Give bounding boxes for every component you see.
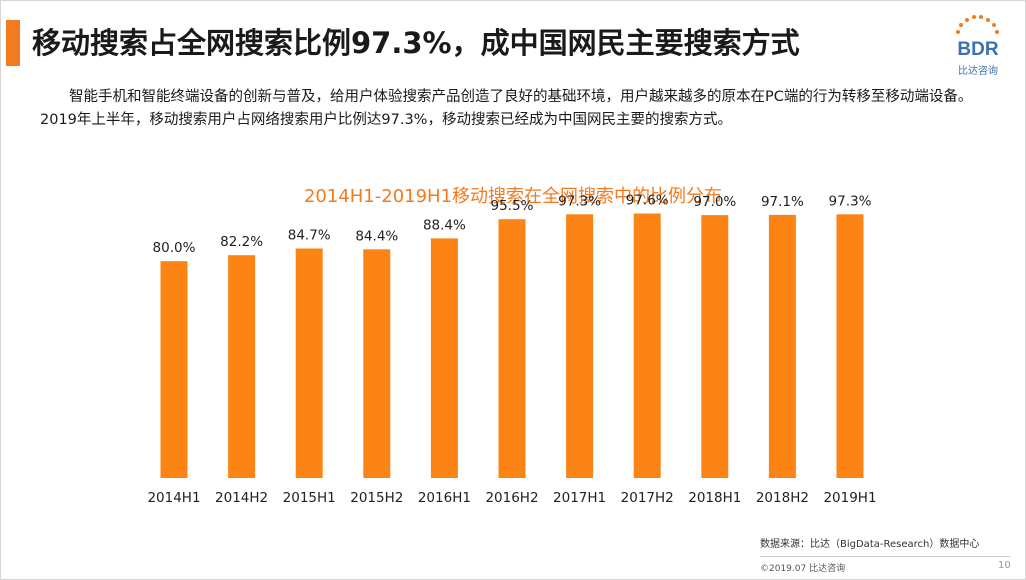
page-number: 10: [998, 560, 1011, 571]
bar-2016H1: [430, 238, 458, 478]
x-tick-label-2018H1: 2018H1: [688, 490, 741, 506]
bar-2015H2: [363, 249, 391, 478]
data-label-2017H2: 97.6%: [626, 193, 669, 209]
logo-wordmark: BDR: [957, 39, 998, 60]
x-tick-label-2016H1: 2016H1: [418, 490, 471, 506]
intro-paragraph: 智能手机和智能终端设备的创新与普及，给用户体验搜索产品创造了良好的基础环境，用户…: [40, 89, 973, 128]
x-tick-label-2015H2: 2015H2: [350, 490, 403, 506]
data-label-2016H2: 95.5%: [491, 198, 534, 214]
footer-copyright: ©2019.07 比达咨询: [760, 564, 846, 574]
data-label-2014H2: 82.2%: [220, 234, 263, 250]
data-label-2017H1: 97.3%: [558, 193, 601, 209]
bar-2015H1: [295, 248, 323, 478]
x-tick-label-2017H2: 2017H2: [621, 490, 674, 506]
data-label-2015H1: 84.7%: [288, 228, 331, 244]
title-accent-bar: [6, 20, 20, 66]
x-tick-label-2016H2: 2016H2: [485, 490, 538, 506]
x-tick-label-2015H1: 2015H1: [283, 490, 336, 506]
data-label-2018H2: 97.1%: [761, 194, 804, 210]
bar-2018H2: [768, 214, 796, 478]
bar-2014H1: [160, 261, 188, 478]
bar-2017H1: [566, 214, 594, 479]
bar-2016H2: [498, 219, 526, 478]
data-label-2014H1: 80.0%: [153, 240, 196, 256]
source-note: 数据来源：比达（BigData-Research）数据中心: [760, 539, 980, 550]
x-tick-label-2014H1: 2014H1: [147, 490, 200, 506]
data-label-2018H1: 97.0%: [693, 194, 736, 210]
bar-2014H2: [228, 255, 256, 478]
x-tick-label-2019H1: 2019H1: [823, 490, 876, 506]
x-tick-label-2014H2: 2014H2: [215, 490, 268, 506]
data-label-2016H1: 88.4%: [423, 217, 466, 233]
data-label-2015H2: 84.4%: [355, 228, 398, 244]
bdr-logo: BDR 比达咨询: [944, 12, 1012, 77]
x-tick-label-2018H2: 2018H2: [756, 490, 809, 506]
bar-2018H1: [701, 215, 729, 478]
bdr-logo-icon: BDR: [956, 15, 999, 60]
page-title: 移动搜索占全网搜索比例97.3%，成中国网民主要搜索方式: [32, 26, 800, 60]
footer-divider: [760, 556, 1010, 557]
bar-2017H2: [633, 213, 661, 478]
logo-caption: 比达咨询: [958, 66, 998, 77]
data-label-2019H1: 97.3%: [829, 193, 872, 209]
chart-title: 2014H1-2019H1移动搜索在全网搜索中的比例分布: [303, 186, 723, 207]
bar-2019H1: [836, 214, 864, 479]
x-tick-label-2017H1: 2017H1: [553, 490, 606, 506]
